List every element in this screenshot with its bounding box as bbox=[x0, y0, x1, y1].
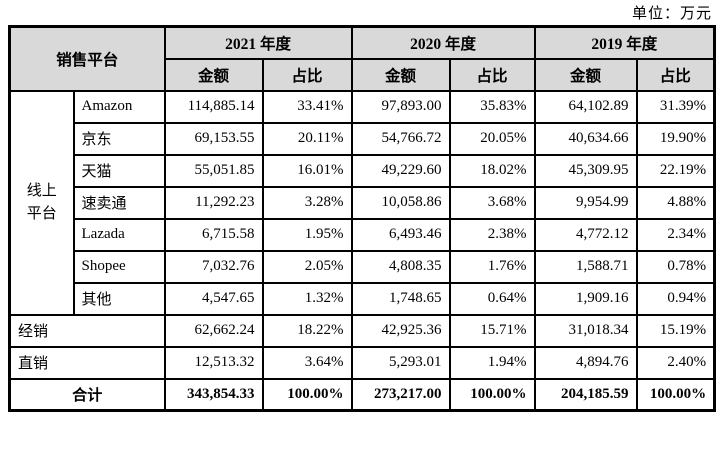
ratio-cell: 3.68% bbox=[448, 185, 536, 220]
amount-cell: 62,662.24 bbox=[163, 313, 264, 348]
ratio-cell: 16.01% bbox=[261, 153, 353, 188]
ratio-cell: 15.19% bbox=[635, 313, 716, 348]
year-2020-header: 2020 年度 bbox=[350, 25, 536, 60]
ratio-cell: 2.34% bbox=[635, 217, 716, 252]
amount-cell: 4,547.65 bbox=[163, 281, 264, 316]
table-row-distribution: 经销 62,662.24 18.22% 42,925.36 15.71% 31,… bbox=[8, 313, 716, 348]
ratio-cell: 2.40% bbox=[635, 345, 716, 380]
unit-label: 单位：万元 bbox=[631, 6, 712, 22]
ratio-header-2020: 占比 bbox=[448, 57, 536, 92]
table-row-lazada: Lazada 6,715.58 1.95% 6,493.46 2.38% 4,7… bbox=[10, 217, 716, 252]
ratio-cell: 2.05% bbox=[261, 249, 353, 284]
ratio-cell: 31.39% bbox=[635, 89, 716, 124]
table-row-direct: 直销 12,513.32 3.64% 5,293.01 1.94% 4,894.… bbox=[8, 345, 716, 380]
amount-cell: 4,808.35 bbox=[350, 249, 451, 284]
table-row-jd: 京东 69,153.55 20.11% 54,766.72 20.05% 40,… bbox=[10, 121, 716, 156]
ratio-cell: 35.83% bbox=[448, 89, 536, 124]
sales-platform-table: 销售平台 2021 年度 2020 年度 2019 年度 金额 占比 金额 占比… bbox=[8, 25, 717, 412]
amount-cell: 5,293.01 bbox=[350, 345, 451, 380]
platform-cell: 其他 bbox=[72, 281, 166, 316]
amount-cell: 7,032.76 bbox=[163, 249, 264, 284]
amount-cell: 6,715.58 bbox=[163, 217, 264, 252]
channel-label: 直销 bbox=[8, 345, 166, 380]
amount-cell: 49,229.60 bbox=[350, 153, 451, 188]
amount-cell: 1,748.65 bbox=[350, 281, 451, 316]
ratio-cell: 4.88% bbox=[635, 185, 716, 220]
ratio-cell: 3.28% bbox=[261, 185, 353, 220]
ratio-cell: 22.19% bbox=[635, 153, 716, 188]
ratio-cell: 2.38% bbox=[448, 217, 536, 252]
ratio-cell: 20.11% bbox=[261, 121, 353, 156]
table-row-shopee: Shopee 7,032.76 2.05% 4,808.35 1.76% 1,5… bbox=[10, 249, 716, 284]
table-row-aliexpress: 速卖通 11,292.23 3.28% 10,058.86 3.68% 9,95… bbox=[10, 185, 716, 220]
ratio-header-2019: 占比 bbox=[635, 57, 716, 92]
amount-cell: 1,588.71 bbox=[533, 249, 638, 284]
platform-cell: 天猫 bbox=[72, 153, 166, 188]
platform-cell: 速卖通 bbox=[72, 185, 166, 220]
amount-cell: 11,292.23 bbox=[163, 185, 264, 220]
total-label: 合计 bbox=[8, 377, 166, 412]
amount-cell: 55,051.85 bbox=[163, 153, 264, 188]
amount-cell: 343,854.33 bbox=[163, 377, 264, 412]
amount-cell: 40,634.66 bbox=[533, 121, 638, 156]
online-platform-label: 线上平台 bbox=[26, 183, 57, 222]
channel-label: 经销 bbox=[8, 313, 166, 348]
table-row-other: 其他 4,547.65 1.32% 1,748.65 0.64% 1,909.1… bbox=[10, 281, 716, 316]
platform-cell: Shopee bbox=[72, 249, 166, 284]
platform-cell: Lazada bbox=[72, 217, 166, 252]
amount-cell: 114,885.14 bbox=[163, 89, 264, 124]
amount-cell: 54,766.72 bbox=[350, 121, 451, 156]
amount-header-2021: 金额 bbox=[163, 57, 264, 92]
amount-cell: 273,217.00 bbox=[350, 377, 451, 412]
ratio-cell: 19.90% bbox=[635, 121, 716, 156]
amount-cell: 69,153.55 bbox=[163, 121, 264, 156]
amount-cell: 42,925.36 bbox=[350, 313, 451, 348]
amount-cell: 31,018.34 bbox=[533, 313, 638, 348]
platform-cell: Amazon bbox=[72, 89, 166, 124]
amount-cell: 1,909.16 bbox=[533, 281, 638, 316]
amount-cell: 4,772.12 bbox=[533, 217, 638, 252]
ratio-cell: 0.78% bbox=[635, 249, 716, 284]
amount-cell: 6,493.46 bbox=[350, 217, 451, 252]
amount-cell: 12,513.32 bbox=[163, 345, 264, 380]
ratio-cell: 100.00% bbox=[448, 377, 536, 412]
ratio-header-2021: 占比 bbox=[261, 57, 353, 92]
table-row-amazon: 线上平台 Amazon 114,885.14 33.41% 97,893.00 … bbox=[8, 89, 716, 316]
ratio-cell: 3.64% bbox=[261, 345, 353, 380]
amount-cell: 9,954.99 bbox=[533, 185, 638, 220]
amount-cell: 204,185.59 bbox=[533, 377, 638, 412]
ratio-cell: 100.00% bbox=[635, 377, 716, 412]
year-2019-header: 2019 年度 bbox=[533, 25, 716, 60]
ratio-cell: 15.71% bbox=[448, 313, 536, 348]
ratio-cell: 1.95% bbox=[261, 217, 353, 252]
ratio-cell: 18.22% bbox=[261, 313, 353, 348]
amount-cell: 10,058.86 bbox=[350, 185, 451, 220]
platform-cell: 京东 bbox=[72, 121, 166, 156]
ratio-cell: 100.00% bbox=[261, 377, 353, 412]
amount-cell: 45,309.95 bbox=[533, 153, 638, 188]
online-platform-group-cell: 线上平台 bbox=[8, 89, 75, 316]
amount-cell: 97,893.00 bbox=[350, 89, 451, 124]
ratio-cell: 1.94% bbox=[448, 345, 536, 380]
header-row-years: 销售平台 2021 年度 2020 年度 2019 年度 bbox=[8, 25, 716, 92]
ratio-cell: 1.32% bbox=[261, 281, 353, 316]
amount-header-2020: 金额 bbox=[350, 57, 451, 92]
year-2021-header: 2021 年度 bbox=[163, 25, 353, 60]
ratio-cell: 20.05% bbox=[448, 121, 536, 156]
ratio-cell: 0.94% bbox=[635, 281, 716, 316]
amount-cell: 64,102.89 bbox=[533, 89, 638, 124]
ratio-cell: 33.41% bbox=[261, 89, 353, 124]
amount-cell: 4,894.76 bbox=[533, 345, 638, 380]
platform-header: 销售平台 bbox=[8, 25, 166, 92]
ratio-cell: 0.64% bbox=[448, 281, 536, 316]
table-row-tmall: 天猫 55,051.85 16.01% 49,229.60 18.02% 45,… bbox=[10, 153, 716, 188]
header-row-measures: 金额 占比 金额 占比 金额 占比 bbox=[10, 57, 716, 92]
ratio-cell: 1.76% bbox=[448, 249, 536, 284]
table-row-total: 合计 343,854.33 100.00% 273,217.00 100.00%… bbox=[8, 377, 716, 412]
amount-header-2019: 金额 bbox=[533, 57, 638, 92]
ratio-cell: 18.02% bbox=[448, 153, 536, 188]
